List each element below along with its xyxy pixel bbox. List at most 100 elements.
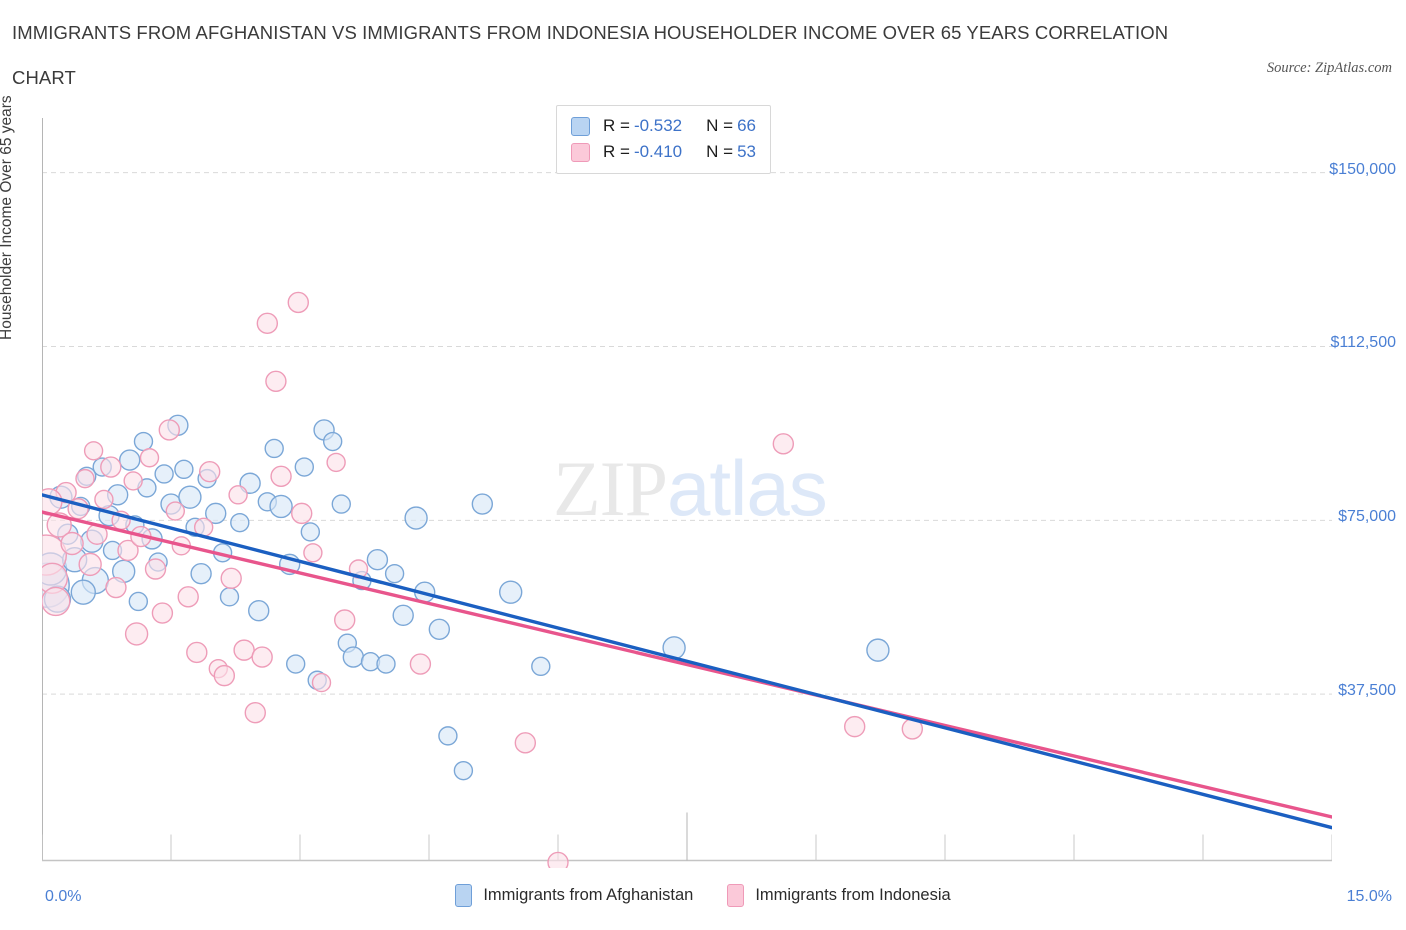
data-point[interactable]	[438, 726, 458, 746]
data-point[interactable]	[453, 760, 474, 781]
data-point[interactable]	[228, 485, 248, 505]
data-point[interactable]	[42, 586, 71, 617]
r-label: R =	[603, 116, 630, 135]
title-line-1: IMMIGRANTS FROM AFGHANISTAN VS IMMIGRANT…	[12, 22, 1169, 43]
data-point[interactable]	[124, 622, 149, 646]
data-point[interactable]	[151, 602, 174, 624]
series-swatch-icon	[571, 116, 590, 136]
x-tick-label-max: 15.0%	[1346, 888, 1392, 905]
data-point[interactable]	[144, 558, 167, 580]
legend-swatch-icon	[455, 884, 473, 907]
data-point[interactable]	[326, 452, 346, 473]
data-point[interactable]	[311, 672, 332, 693]
data-point[interactable]	[190, 562, 212, 585]
data-point[interactable]	[198, 460, 221, 483]
data-point[interactable]	[94, 489, 114, 510]
trendline-indonesia	[42, 510, 1332, 819]
data-point[interactable]	[174, 459, 194, 480]
n-value: 66	[737, 116, 756, 135]
data-point[interactable]	[366, 549, 389, 571]
legend-item-indonesia[interactable]: Immigrants from Indonesia	[727, 884, 951, 907]
data-point[interactable]	[60, 531, 84, 556]
data-point[interactable]	[428, 618, 451, 640]
y-tick-label: $37,500	[1338, 682, 1396, 700]
y-tick-label: $75,000	[1338, 508, 1396, 526]
data-point[interactable]	[205, 502, 227, 525]
r-label: R =	[603, 142, 630, 161]
data-point[interactable]	[866, 638, 890, 662]
data-point[interactable]	[514, 732, 537, 754]
data-point[interactable]	[294, 457, 314, 477]
data-point[interactable]	[158, 419, 180, 441]
data-point[interactable]	[471, 493, 494, 515]
data-point[interactable]	[331, 494, 351, 514]
data-point[interactable]	[220, 567, 242, 589]
data-point[interactable]	[177, 586, 199, 608]
data-point[interactable]	[376, 654, 396, 674]
data-point[interactable]	[186, 641, 208, 664]
data-point[interactable]	[117, 539, 139, 562]
data-point[interactable]	[404, 506, 428, 530]
title-line-2: CHART	[12, 67, 76, 88]
legend-item-afghanistan[interactable]: Immigrants from Afghanistan	[455, 884, 693, 907]
data-point[interactable]	[300, 522, 321, 542]
data-point[interactable]	[251, 646, 273, 668]
y-axis-title: Householder Income Over 65 years	[0, 95, 15, 340]
data-point[interactable]	[256, 312, 279, 335]
data-point[interactable]	[100, 456, 122, 478]
correlation-legend: R = -0.532 N = 66 R = -0.410 N = 53	[556, 105, 771, 174]
data-point[interactable]	[531, 656, 551, 677]
data-point[interactable]	[139, 448, 160, 468]
data-point[interactable]	[264, 438, 284, 459]
data-point[interactable]	[42, 488, 63, 516]
data-point[interactable]	[230, 512, 250, 533]
data-point[interactable]	[384, 563, 405, 584]
r-value: -0.410	[633, 142, 683, 161]
data-point[interactable]	[133, 431, 154, 452]
data-point[interactable]	[291, 502, 313, 525]
data-point[interactable]	[499, 580, 523, 604]
data-point[interactable]	[269, 494, 293, 519]
legend-label: Immigrants from Afghanistan	[483, 886, 694, 904]
chart-canvas	[42, 118, 1332, 868]
data-point[interactable]	[233, 639, 255, 661]
data-point[interactable]	[165, 501, 186, 521]
data-point[interactable]	[409, 653, 432, 675]
data-point[interactable]	[334, 609, 356, 631]
data-point[interactable]	[83, 441, 104, 461]
data-point[interactable]	[105, 576, 127, 599]
data-point[interactable]	[154, 464, 174, 484]
data-point[interactable]	[75, 468, 95, 489]
data-point[interactable]	[844, 715, 866, 738]
data-point[interactable]	[322, 431, 343, 452]
trendline-afghanistan	[42, 493, 1332, 830]
correlation-row-afghanistan: R = -0.532 N = 66	[571, 113, 756, 139]
data-point[interactable]	[772, 433, 795, 455]
data-point[interactable]	[265, 370, 287, 392]
y-tick-label: $112,500	[1330, 334, 1396, 352]
data-point[interactable]	[178, 485, 202, 509]
data-point[interactable]	[270, 465, 292, 487]
data-point[interactable]	[285, 654, 306, 674]
data-point[interactable]	[123, 471, 143, 491]
data-point[interactable]	[287, 291, 309, 314]
data-point[interactable]	[219, 587, 240, 607]
data-point[interactable]	[78, 552, 102, 577]
data-point[interactable]	[213, 664, 236, 687]
correlation-row-indonesia: R = -0.410 N = 53	[571, 139, 756, 165]
scatter-plot-area	[42, 118, 1332, 868]
series-points-indonesia	[42, 291, 924, 868]
data-point[interactable]	[244, 702, 266, 724]
data-point[interactable]	[303, 543, 323, 563]
legend-label: Immigrants from Indonesia	[755, 886, 951, 904]
data-point[interactable]	[248, 600, 270, 622]
data-point[interactable]	[128, 591, 149, 612]
data-point[interactable]	[547, 851, 569, 868]
data-point[interactable]	[392, 604, 414, 627]
page-title: IMMIGRANTS FROM AFGHANISTAN VS IMMIGRANT…	[12, 20, 1212, 91]
data-point[interactable]	[119, 449, 141, 471]
data-point[interactable]	[70, 579, 96, 605]
data-point[interactable]	[342, 646, 365, 668]
series-points-afghanistan	[42, 414, 890, 781]
